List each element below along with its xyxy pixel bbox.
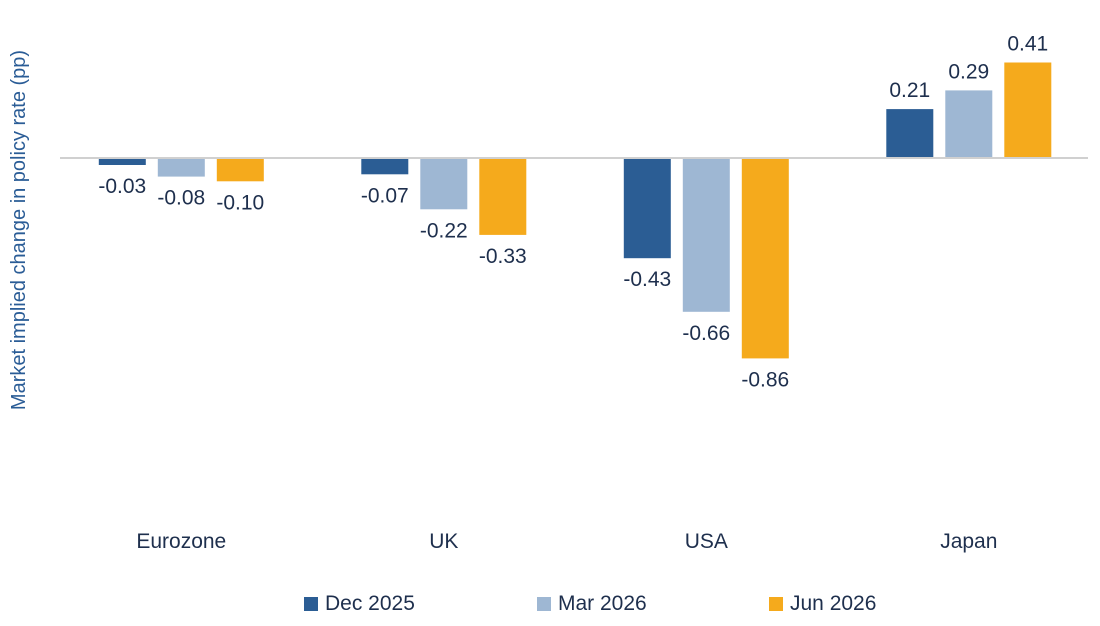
bar-uk-dec-2025 (361, 158, 409, 175)
data-label: -0.22 (420, 219, 468, 242)
bar-japan-mar-2026 (945, 90, 993, 158)
category-label-eurozone: Eurozone (136, 530, 226, 553)
bar-uk-mar-2026 (420, 158, 468, 210)
data-label: -0.86 (741, 368, 789, 391)
legend-swatch-mar-2026 (537, 597, 551, 611)
bar-japan-dec-2025 (886, 109, 934, 158)
category-label-usa: USA (685, 530, 728, 553)
bars-layer (98, 62, 1052, 359)
legend-label-dec-2025: Dec 2025 (325, 592, 415, 615)
bar-eurozone-dec-2025 (98, 158, 146, 165)
legend-label-jun-2026: Jun 2026 (790, 592, 876, 615)
category-label-japan: Japan (940, 530, 997, 553)
bar-usa-jun-2026 (741, 158, 789, 359)
bar-eurozone-mar-2026 (157, 158, 205, 177)
data-label: -0.33 (479, 245, 527, 268)
data-label: -0.07 (361, 184, 409, 207)
bar-usa-mar-2026 (682, 158, 730, 312)
legend-swatch-dec-2025 (304, 597, 318, 611)
data-label: 0.29 (948, 60, 989, 83)
category-labels-layer: Eurozone UK USA Japan (136, 530, 997, 553)
y-axis-title: Market implied change in policy rate (pp… (8, 50, 30, 410)
data-label: 0.41 (1007, 33, 1048, 56)
bar-japan-jun-2026 (1004, 62, 1052, 158)
data-label: -0.03 (98, 175, 146, 198)
data-label: -0.43 (623, 268, 671, 291)
category-label-uk: UK (429, 530, 458, 553)
data-label: 0.21 (889, 79, 930, 102)
legend: Dec 2025 Mar 2026 Jun 2026 (304, 592, 876, 615)
data-labels-layer: -0.03 -0.08 -0.10 -0.07 -0.22 -0.33 -0.43 -0.66… (98, 33, 1048, 392)
data-label: -0.10 (216, 191, 264, 214)
legend-swatch-jun-2026 (769, 597, 783, 611)
data-label: -0.66 (682, 322, 730, 345)
legend-label-mar-2026: Mar 2026 (558, 592, 647, 615)
bar-eurozone-jun-2026 (216, 158, 264, 182)
bar-usa-dec-2025 (623, 158, 671, 259)
data-label: -0.08 (157, 187, 205, 210)
bar-uk-jun-2026 (479, 158, 527, 235)
